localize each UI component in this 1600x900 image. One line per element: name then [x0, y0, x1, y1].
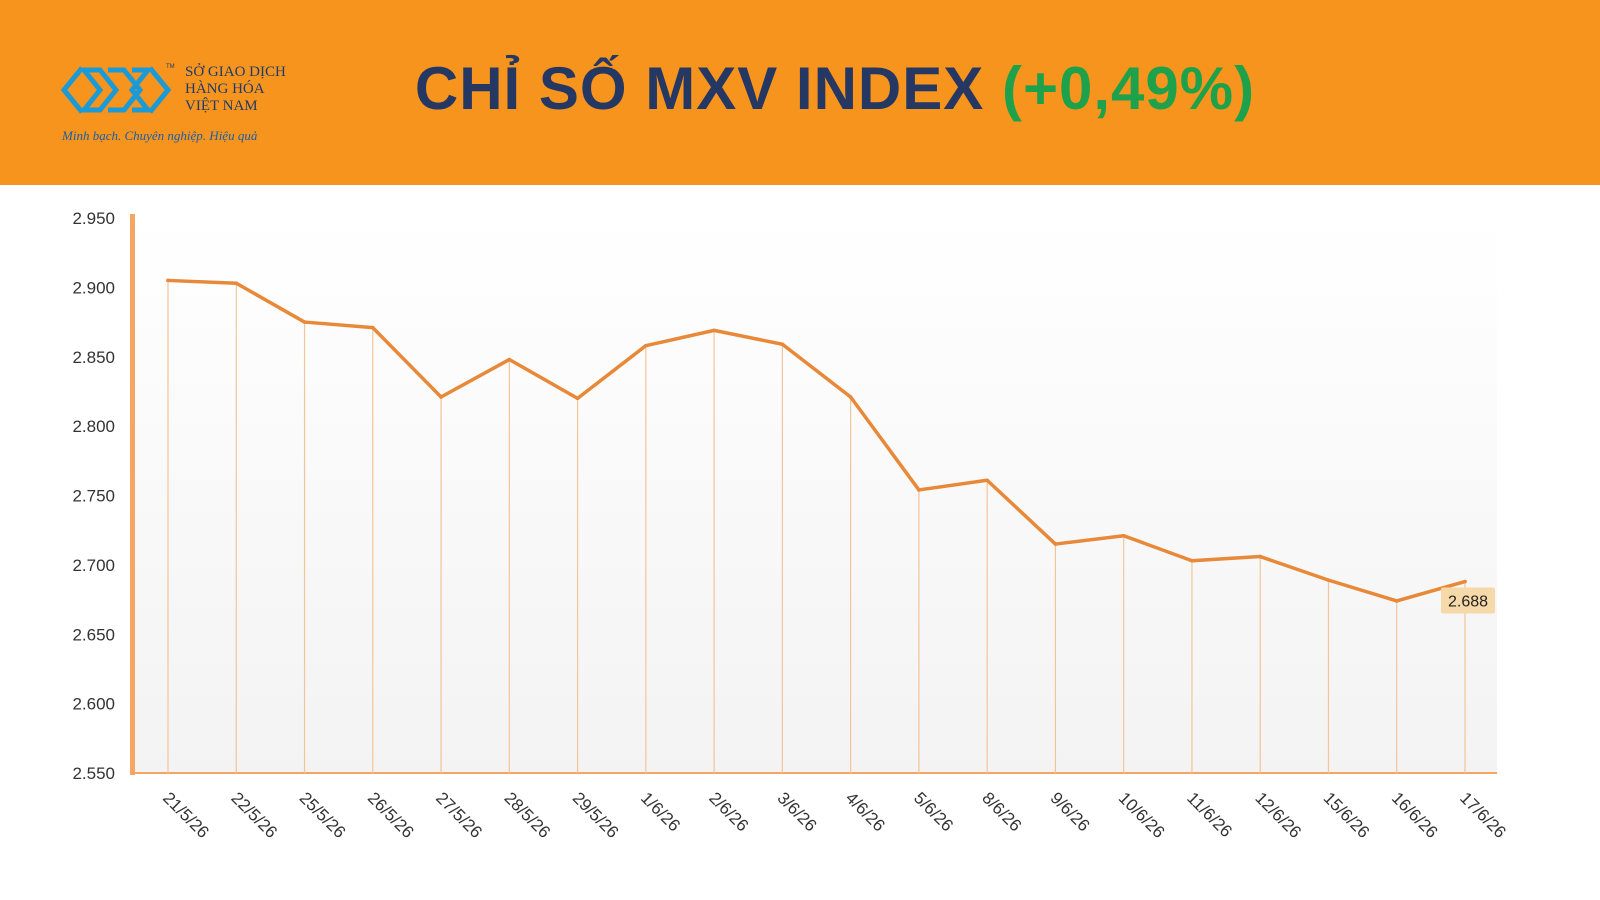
data-point	[848, 395, 853, 399]
data-point	[985, 478, 989, 483]
y-tick-label: 2.650	[72, 625, 115, 644]
data-point	[302, 320, 307, 324]
x-tick-label: 15/6/26	[1320, 788, 1374, 842]
x-tick-label: 26/5/26	[364, 788, 418, 842]
data-point	[1258, 554, 1263, 559]
x-tick-label: 8/6/26	[978, 788, 1025, 835]
y-tick-label: 2.700	[72, 556, 115, 575]
trademark-mark: TM	[166, 64, 175, 70]
logo-chevron-left	[60, 66, 84, 114]
data-point	[1053, 542, 1058, 546]
header-banner: TM SỞ GIAO DỊCH HÀNG HÓA VIỆT NAM Minh b…	[0, 0, 1600, 185]
title-main: CHỈ SỐ MXV INDEX	[414, 55, 985, 122]
title-change: (+0,49%)	[1001, 55, 1256, 122]
data-point	[780, 342, 785, 347]
x-tick-label: 28/5/26	[500, 788, 554, 842]
data-point	[234, 281, 239, 286]
last-value-label: 2.688	[1448, 594, 1488, 611]
x-tick-label: 3/6/26	[774, 788, 821, 835]
series-line	[166, 278, 1467, 603]
data-point	[644, 343, 648, 348]
data-point	[1326, 578, 1331, 582]
data-point	[575, 396, 580, 401]
x-tick-label: 25/5/26	[296, 788, 350, 842]
y-tick-label: 2.800	[72, 417, 115, 436]
x-tick-label: 5/6/26	[910, 788, 957, 835]
plot-background	[135, 218, 1497, 773]
data-point	[370, 325, 375, 330]
data-point	[439, 395, 443, 399]
logo-weave-3	[128, 67, 154, 113]
x-tick-label: 27/5/26	[432, 788, 486, 842]
brand-slogan: Minh bạch. Chuyên nghiệp. Hiệu quả	[62, 128, 258, 143]
y-tick-label: 2.950	[72, 209, 115, 228]
data-point	[712, 328, 716, 333]
logo-chevron-right	[148, 66, 172, 114]
data-point	[1394, 599, 1399, 603]
mxv-logo: TM SỞ GIAO DỊCH HÀNG HÓA VIỆT NAM Minh b…	[60, 60, 300, 150]
logo-weave-2	[108, 67, 144, 113]
x-tick-label: 29/5/26	[569, 788, 623, 842]
mxv-logo-mark-icon	[60, 66, 172, 114]
page-title: CHỈ SỐ MXV INDEX (+0,49%)	[0, 54, 1600, 123]
x-tick-label: 22/5/26	[227, 788, 281, 842]
x-tick-label: 9/6/26	[1047, 788, 1094, 835]
data-point	[917, 488, 921, 492]
line-chart: 2.550 2.600 2.650 2.700 2.750 2.800 2.850 2.900…	[72, 209, 1510, 842]
x-tick-label: 16/6/26	[1388, 788, 1442, 842]
x-tick-label: 11/6/26	[1183, 788, 1236, 841]
data-point	[1190, 558, 1194, 563]
last-value-label-bg	[1441, 587, 1495, 614]
brand-name-line-2: HÀNG HÓA	[185, 81, 265, 97]
chart-area: 2.550 2.600 2.650 2.700 2.750 2.800 2.850 2.900…	[0, 185, 1600, 900]
y-tick-label: 2.550	[72, 764, 115, 783]
x-tick-label: 2/6/26	[705, 788, 752, 835]
data-point	[1463, 579, 1467, 584]
x-tick-label: 10/6/26	[1115, 788, 1169, 842]
y-tick-label: 2.600	[72, 695, 115, 714]
x-tick-label: 4/6/26	[842, 788, 889, 835]
x-tick-label: 17/6/26	[1456, 788, 1510, 842]
y-axis-line	[130, 214, 135, 775]
brand-name-line-3: VIỆT NAM	[185, 98, 258, 114]
data-point	[507, 357, 512, 362]
y-tick-label: 2.900	[72, 278, 115, 297]
data-point	[1121, 533, 1126, 538]
x-tick-label: 12/6/26	[1251, 788, 1305, 842]
x-tick-label: 1/6/26	[637, 788, 684, 835]
logo-weave-1	[78, 67, 120, 113]
y-tick-label: 2.750	[72, 487, 115, 506]
brand-name: SỞ GIAO DỊCH HÀNG HÓA VIỆT NAM	[185, 64, 286, 115]
y-tick-label: 2.850	[72, 348, 115, 367]
x-tick-label: 21/5/26	[159, 788, 213, 842]
data-point	[166, 278, 170, 283]
brand-name-line-1: SỞ GIAO DỊCH	[185, 64, 286, 80]
